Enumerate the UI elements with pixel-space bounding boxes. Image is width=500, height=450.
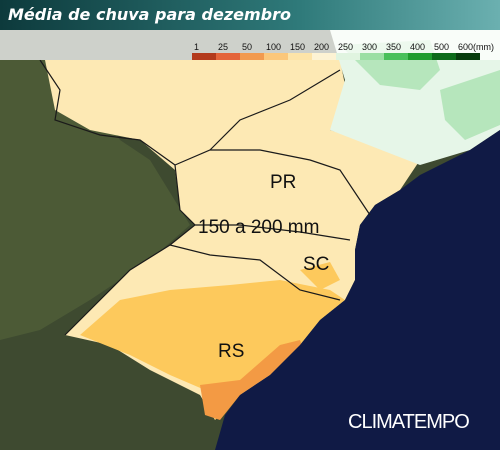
state-label: PR — [270, 172, 296, 193]
state-label: RS — [218, 341, 244, 362]
legend-label: 350 — [386, 42, 401, 52]
legend-swatch — [360, 53, 384, 60]
legend-swatch — [336, 53, 360, 60]
legend-label: 400 — [410, 42, 425, 52]
legend-swatch — [216, 53, 240, 60]
rain-300 — [440, 70, 500, 140]
legend-label: 50 — [242, 42, 252, 52]
state-label: SC — [303, 254, 329, 275]
rain-100-150 — [80, 280, 345, 420]
rain-range-label: 150 a 200 mm — [198, 217, 319, 238]
borders — [39, 59, 371, 336]
legend-swatch — [192, 53, 216, 60]
rain-50-100 — [200, 340, 305, 420]
land-texture — [0, 60, 190, 340]
title-bar — [0, 0, 500, 30]
legend-label: 500 — [434, 42, 449, 52]
legend-swatch — [456, 53, 480, 60]
legend-label: 100 — [266, 42, 281, 52]
legend-label: 25 — [218, 42, 228, 52]
legend: 1 25 50 100 150 200 250 300 350 400 500 600(mm) — [192, 42, 494, 60]
title: Média de chuva para dezembro — [8, 5, 291, 24]
legend-swatch — [312, 53, 336, 60]
legend-label: 600(mm) — [458, 42, 494, 52]
legend-swatch — [384, 53, 408, 60]
legend-swatch — [408, 53, 432, 60]
legend-swatch — [264, 53, 288, 60]
legend-label: 250 — [338, 42, 353, 52]
brand-logo: CLIMATEMPO — [348, 411, 469, 433]
legend-label: 300 — [362, 42, 377, 52]
legend-label: 200 — [314, 42, 329, 52]
legend-label: 150 — [290, 42, 305, 52]
legend-swatch — [432, 53, 456, 60]
legend-swatch — [288, 53, 312, 60]
ocean — [215, 130, 500, 450]
rain-100-150 — [300, 262, 340, 290]
legend-swatch — [240, 53, 264, 60]
legend-label: 1 — [194, 42, 199, 52]
